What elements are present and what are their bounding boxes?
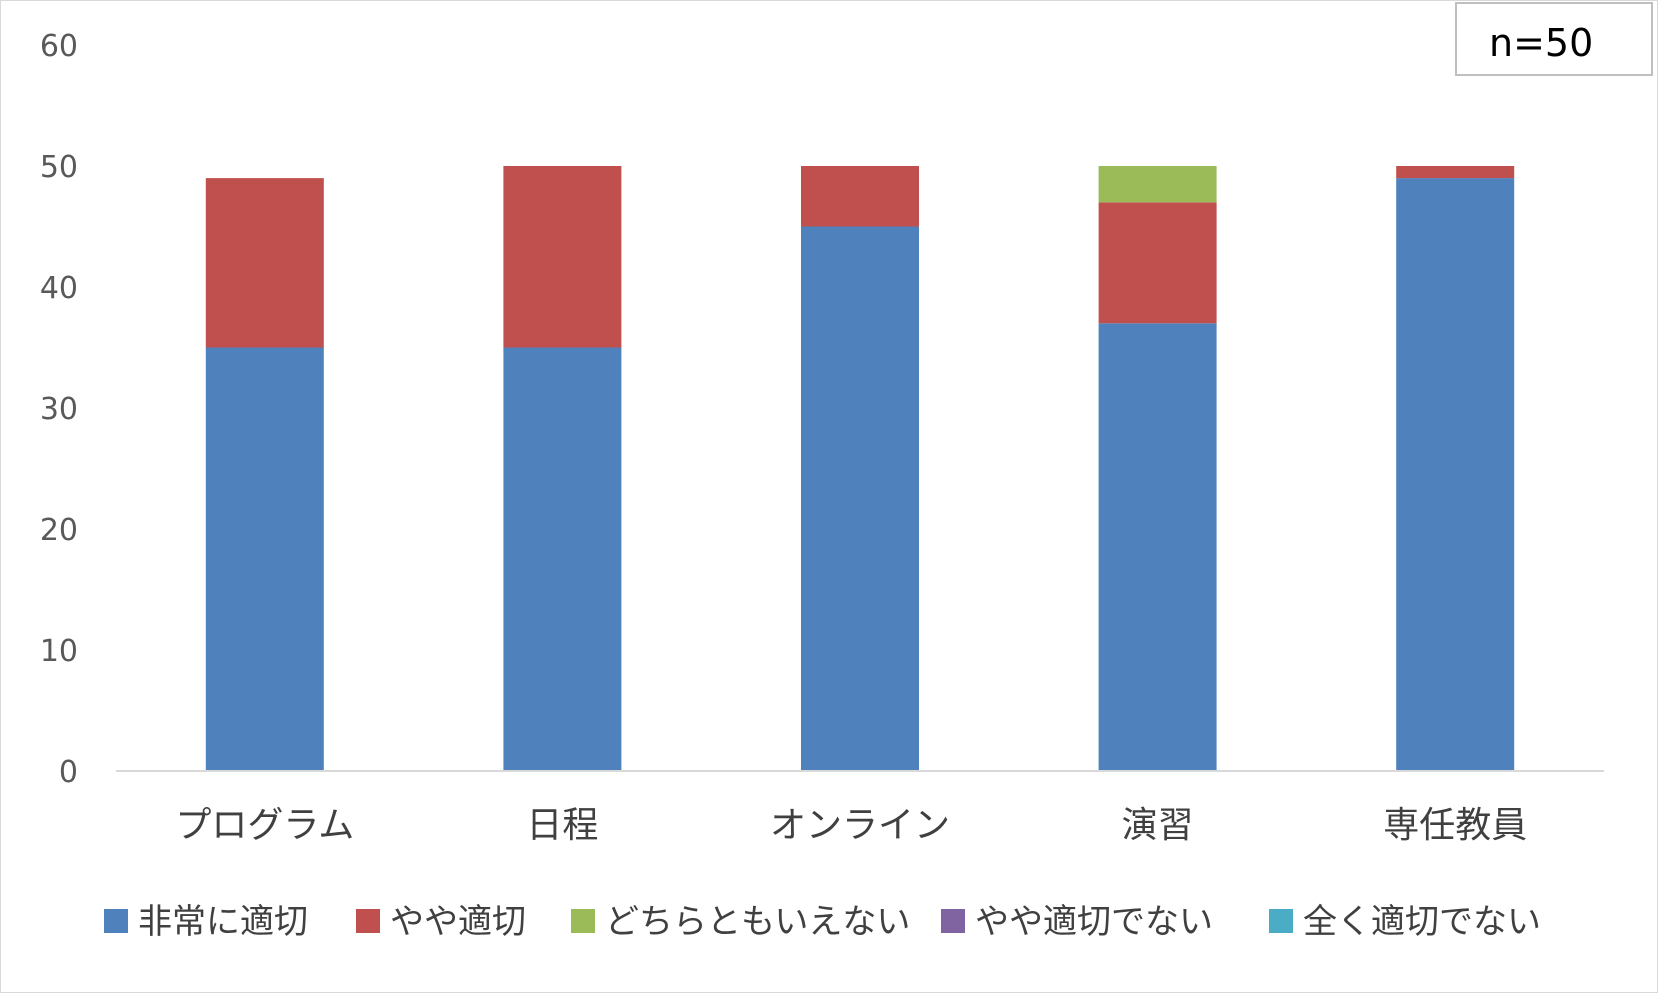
legend: 非常に適切 やや適切 どちらともいえない やや適切でない 全く適切でない [104,902,1541,942]
y-tick-label: 60 [40,29,78,64]
bars [205,166,1515,772]
y-tick-label: 40 [40,271,78,306]
bar-segment [1396,178,1515,772]
bar-segment [1396,166,1515,179]
bar-segment [1098,323,1217,771]
bar-segment [503,166,622,348]
legend-swatch [1269,909,1293,933]
y-axis-ticks: 0 10 20 30 40 50 60 [40,29,78,790]
bar-segment [205,347,324,771]
y-tick-label: 10 [40,634,78,669]
y-tick-label: 20 [40,513,78,548]
bar-segment [801,166,919,227]
legend-label: 非常に適切 [138,902,308,942]
x-category-label: オンライン [770,805,950,846]
sample-size-box-border [1455,2,1653,76]
legend-swatch [356,909,380,933]
bar-segment [1098,202,1217,324]
bar-segment [503,347,622,771]
x-axis-labels: プログラム 日程 オンライン 演習 専任教員 [175,805,1527,846]
legend-label: やや適切 [390,902,526,942]
legend-label: やや適切でない [975,902,1213,942]
legend-swatch [104,909,128,933]
x-category-label: 演習 [1122,805,1194,846]
x-category-label: 専任教員 [1383,805,1527,846]
y-tick-label: 0 [59,755,78,790]
x-category-label: 日程 [526,805,598,846]
legend-swatch [571,909,595,933]
legend-label: どちらともいえない [605,902,910,942]
y-tick-label: 30 [40,392,78,427]
legend-swatch [941,909,965,933]
bar-segment [1098,166,1217,203]
x-category-label: プログラム [175,805,354,846]
y-tick-label: 50 [40,150,78,185]
sample-size-label: n=50 [1489,21,1593,65]
bar-segment [205,178,324,348]
bar-segment [801,226,919,771]
legend-label: 全く適切でない [1303,902,1541,942]
sample-size-box: n=50 [1455,2,1653,76]
